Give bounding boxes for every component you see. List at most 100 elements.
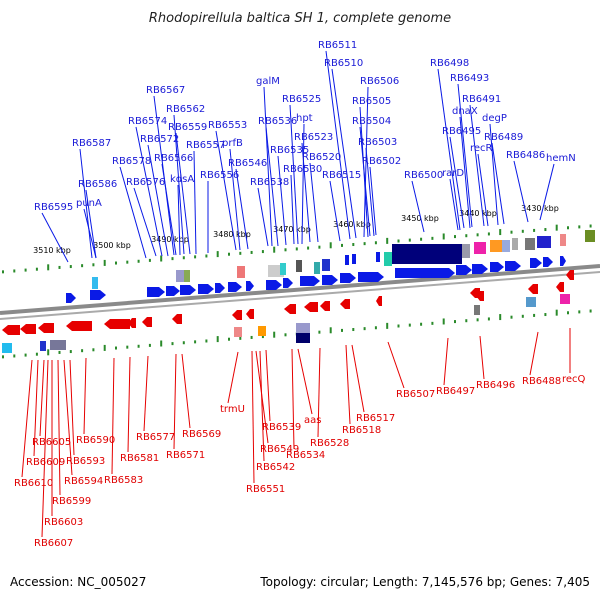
feature-box	[2, 343, 12, 353]
label-leader	[83, 357, 87, 435]
tick-mark	[273, 331, 276, 338]
forward-gene	[215, 283, 225, 293]
label-leader	[469, 104, 485, 227]
reverse-gene	[476, 291, 484, 301]
label-leader	[133, 187, 157, 257]
label-leader	[127, 356, 131, 453]
gene-label: RB6551	[246, 484, 285, 495]
label-leader	[449, 136, 465, 229]
gene-label: RB6503	[358, 137, 397, 148]
tick-mark	[544, 228, 547, 232]
tick-mark	[273, 246, 276, 253]
tick-mark	[13, 269, 16, 273]
label-leader	[181, 353, 191, 429]
backbone-line	[0, 264, 600, 315]
feature-box	[526, 297, 536, 307]
gene-features	[2, 230, 595, 353]
gene-label: RB6517	[356, 413, 395, 424]
reverse-gene	[2, 325, 20, 335]
reverse-gene	[232, 310, 242, 320]
tick-mark	[171, 257, 174, 261]
label-leader	[491, 142, 505, 225]
tick-mark	[476, 233, 479, 237]
tick-mark	[47, 349, 50, 356]
tick-mark	[487, 232, 490, 236]
tick-mark	[408, 238, 411, 242]
tick-mark	[216, 336, 219, 343]
label-leader	[297, 348, 313, 415]
gene-label: RB6581	[120, 453, 159, 464]
tick-mark	[431, 236, 434, 240]
reverse-gene	[172, 314, 182, 324]
tick-mark	[352, 328, 355, 332]
label-leader	[457, 83, 473, 228]
label-leader	[289, 104, 299, 245]
label-leader	[265, 126, 279, 247]
reverse-gene	[38, 323, 54, 333]
tick-mark	[284, 333, 287, 337]
map-title: Rhodopirellula baltica SH 1, complete ge…	[149, 11, 451, 26]
feature-box	[280, 263, 286, 275]
tick-mark	[92, 348, 95, 352]
forward-gene	[560, 256, 566, 266]
label-leader	[39, 359, 45, 437]
label-leader	[437, 68, 461, 231]
feature-box	[176, 270, 184, 282]
gene-label: RB6520	[302, 152, 341, 163]
reverse-gene	[284, 304, 296, 314]
gene-label: recR	[470, 143, 493, 154]
label-leader	[161, 163, 177, 256]
tick-mark	[239, 251, 242, 255]
label-leader	[143, 355, 149, 432]
gene-label: RB6504	[352, 116, 391, 127]
tick-mark	[194, 255, 197, 259]
gene-label: RB6562	[166, 104, 205, 115]
tick-mark	[363, 242, 366, 246]
forward-gene	[490, 262, 504, 272]
gene-label: RB6566	[154, 153, 193, 164]
tick-mark	[352, 243, 355, 247]
gene-label: RB6583	[104, 475, 143, 486]
feature-box	[474, 305, 480, 315]
tick-mark	[374, 326, 377, 330]
tick-mark	[476, 318, 479, 322]
gene-label: RB6590	[76, 435, 115, 446]
gene-label: aas	[304, 415, 321, 426]
feature-box	[560, 294, 570, 304]
gene-label: RB6530	[283, 164, 322, 175]
gene-label: RB6488	[522, 376, 561, 387]
forward-gene	[147, 287, 165, 297]
reverse-gene	[246, 309, 254, 319]
label-leader	[227, 351, 239, 404]
gene-label: RB6498	[430, 58, 469, 69]
forward-gene	[322, 275, 338, 285]
gene-label: RB6502	[362, 156, 401, 167]
forward-gene	[90, 290, 106, 300]
label-leader	[173, 114, 185, 255]
gene-label: RB6574	[128, 116, 167, 127]
tick-label: 3440 kbp	[459, 209, 497, 218]
forward-gene	[266, 280, 282, 290]
gene-label: RB6507	[396, 389, 435, 400]
tick-mark	[261, 250, 264, 254]
reverse-gene	[304, 302, 318, 312]
feature-box	[384, 252, 392, 266]
label-leader	[387, 341, 405, 389]
label-leader	[529, 331, 539, 376]
forward-gene	[530, 258, 542, 268]
forward-gene	[456, 265, 472, 275]
gene-label: RB6493	[450, 73, 489, 84]
gene-label: RB6569	[182, 429, 221, 440]
tick-mark	[341, 243, 343, 247]
tick-mark	[216, 251, 219, 258]
tick-mark	[126, 260, 129, 264]
label-leader	[265, 349, 271, 422]
gene-label: RB6553	[208, 120, 247, 131]
feature-box	[512, 238, 518, 250]
topology-summary: Topology: circular; Length: 7,145,576 bp…	[259, 575, 590, 589]
tick-mark	[386, 237, 389, 244]
label-leader	[351, 344, 365, 413]
tick-mark	[92, 263, 95, 267]
label-leader	[251, 350, 255, 484]
